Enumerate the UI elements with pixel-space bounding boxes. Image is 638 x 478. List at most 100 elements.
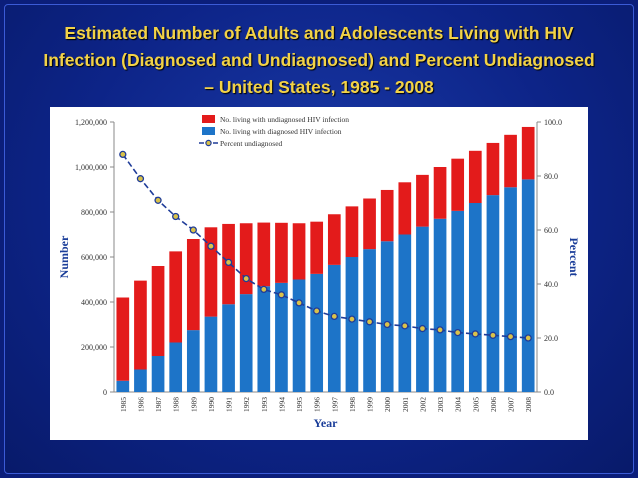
bar-diagnosed <box>451 210 465 392</box>
bar-diagnosed <box>292 279 306 392</box>
y2-tick-label: 100.0 <box>544 118 562 127</box>
legend-swatch-undiagnosed <box>202 115 215 123</box>
bar-diagnosed <box>504 187 517 392</box>
bar-undiagnosed <box>345 206 359 257</box>
bar-diagnosed <box>257 286 271 392</box>
percent-point <box>401 322 409 330</box>
x-tick-label: 1987 <box>154 397 163 412</box>
percent-point <box>313 307 321 315</box>
bar-undiagnosed <box>380 189 394 242</box>
percent-point <box>224 258 233 267</box>
bar-undiagnosed <box>134 280 147 370</box>
percent-point <box>383 320 391 329</box>
x-tick-label: 1995 <box>295 397 304 412</box>
bar-undiagnosed <box>116 297 130 381</box>
y-axis-label: Number <box>57 235 71 278</box>
x-tick-label: 1999 <box>366 397 375 412</box>
legend-label-diagnosed: No. living with diagnosed HIV infection <box>220 127 342 136</box>
x-tick-label: 1997 <box>330 397 339 412</box>
x-tick-label: 1996 <box>313 397 322 412</box>
y2-tick-label: 80.0 <box>544 172 558 181</box>
x-tick-label: 1998 <box>348 397 357 412</box>
percent-point <box>295 299 303 307</box>
bar-undiagnosed <box>257 222 271 287</box>
percent-point <box>242 274 250 283</box>
percent-undiagnosed-line <box>122 153 529 339</box>
y-tick-label: 800,000 <box>81 208 107 217</box>
bar-diagnosed <box>222 304 235 392</box>
y-tick-label: 1,200,000 <box>75 118 107 127</box>
bar-diagnosed <box>116 380 130 392</box>
bar-undiagnosed <box>468 150 482 203</box>
bar-diagnosed <box>134 369 147 392</box>
hiv-chart: 0 200,000 400,000 600,000 800,000 1,000,000 1,… <box>57 115 581 430</box>
percent-point <box>506 332 515 341</box>
title-line-1: Estimated Number of Adults and Adolescen… <box>64 23 574 43</box>
x-tick-label: 2005 <box>471 397 480 412</box>
bar-diagnosed <box>186 330 200 392</box>
x-tick-label: 2001 <box>401 397 410 412</box>
percent-point <box>436 326 444 334</box>
x-axis-label: Year <box>314 416 339 430</box>
percent-point <box>189 226 197 234</box>
bar-undiagnosed <box>521 126 535 180</box>
x-tick-label: 2002 <box>418 397 427 412</box>
bar-diagnosed <box>380 241 394 392</box>
y2-tick-label: 20.0 <box>544 334 558 343</box>
bar-undiagnosed <box>169 251 183 343</box>
bar-diagnosed <box>275 282 288 392</box>
x-tick-label: 1993 <box>260 397 269 412</box>
bar-diagnosed <box>433 218 447 392</box>
percent-point <box>119 150 127 159</box>
legend-label-percent: Percent undiagnosed <box>220 139 283 148</box>
slide-title: Estimated Number of Adults and Adolescen… <box>0 20 638 101</box>
bar-undiagnosed <box>327 214 341 265</box>
percent-point <box>471 330 479 338</box>
percent-point <box>454 328 462 337</box>
percent-point <box>348 315 356 323</box>
percent-point <box>172 212 180 221</box>
percent-point <box>330 312 338 321</box>
bar-diagnosed <box>521 179 535 392</box>
bar-diagnosed <box>327 264 341 392</box>
bar-diagnosed <box>310 273 324 392</box>
x-tick-label: 2006 <box>489 397 498 412</box>
x-tick-label: 1986 <box>136 397 145 412</box>
title-line-3: – United States, 1985 - 2008 <box>204 77 434 97</box>
bar-undiagnosed <box>416 174 429 227</box>
bar-undiagnosed <box>486 142 500 196</box>
bar-diagnosed <box>151 356 165 392</box>
percent-point <box>365 318 374 326</box>
legend-swatch-diagnosed <box>202 127 215 135</box>
legend-label-undiagnosed: No. living with undiagnosed HIV infectio… <box>220 115 349 124</box>
percent-point <box>277 291 286 299</box>
x-tick-label: 2003 <box>436 397 445 412</box>
y-tick-label: 1,000,000 <box>75 163 107 172</box>
bar-undiagnosed <box>363 198 376 250</box>
x-tick-label: 1989 <box>189 397 198 412</box>
bar-diagnosed <box>398 234 412 392</box>
y2-axis-label: Percent <box>567 237 581 276</box>
bar-diagnosed <box>468 203 482 392</box>
x-tick-label: 2000 <box>383 397 392 412</box>
bar-diagnosed <box>169 342 183 392</box>
y2-tick-label: 0.0 <box>544 388 554 397</box>
percent-point <box>489 331 497 339</box>
x-tick-label: 1988 <box>172 397 181 412</box>
bar-undiagnosed <box>151 266 165 356</box>
percent-point <box>418 324 427 333</box>
bar-undiagnosed <box>275 222 288 283</box>
y-tick-label: 400,000 <box>81 298 107 307</box>
bar-undiagnosed <box>204 227 218 317</box>
bar-diagnosed <box>345 257 359 392</box>
bar-diagnosed <box>486 195 500 392</box>
bar-undiagnosed <box>504 134 517 188</box>
y-tick-label: 0 <box>103 388 107 397</box>
percent-point <box>154 196 162 204</box>
percent-point <box>524 334 532 342</box>
x-tick-label: 1985 <box>119 397 128 412</box>
y2-tick-label: 40.0 <box>544 280 558 289</box>
bar-undiagnosed <box>239 223 253 295</box>
bar-undiagnosed <box>186 239 200 331</box>
x-tick-label: 1992 <box>242 397 251 412</box>
